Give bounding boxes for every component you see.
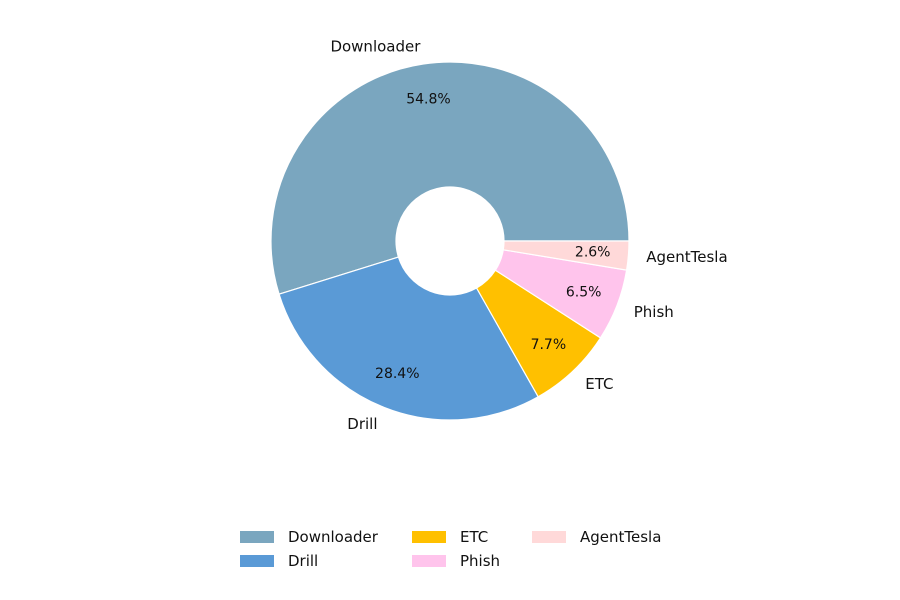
pie-slice-agenttesla <box>502 240 630 271</box>
category-label: Downloader <box>330 37 421 55</box>
legend-label: Drill <box>288 552 319 570</box>
legend: Downloader Drill ETC Phish AgentTesla <box>240 526 700 576</box>
category-labels: Downloader Drill ETC Phish AgentTesla <box>330 37 727 433</box>
legend-swatch <box>240 555 274 567</box>
pie-slices <box>270 61 630 421</box>
pie-slice-downloader <box>270 61 630 295</box>
legend-item-agenttesla: AgentTesla <box>532 526 661 548</box>
pct-label: 28.4% <box>375 366 419 382</box>
pct-label: 54.8% <box>406 91 450 107</box>
legend-swatch <box>240 531 274 543</box>
pct-label: 7.7% <box>531 337 567 353</box>
legend-swatch <box>412 531 446 543</box>
category-label: ETC <box>585 375 613 393</box>
legend-label: Downloader <box>288 528 378 546</box>
legend-item-phish: Phish <box>412 550 500 572</box>
legend-label: Phish <box>460 552 501 570</box>
legend-swatch <box>532 531 566 543</box>
category-label: AgentTesla <box>646 248 727 266</box>
category-label: Drill <box>347 415 377 433</box>
legend-item-drill: Drill <box>240 550 318 572</box>
pct-label: 6.5% <box>566 284 602 300</box>
percentage-labels: 54.8% 28.4% 7.7% 6.5% 2.6% <box>375 91 610 382</box>
legend-item-etc: ETC <box>412 526 488 548</box>
legend-label: ETC <box>460 528 489 546</box>
legend-label: AgentTesla <box>580 528 662 546</box>
pct-label: 2.6% <box>575 245 611 261</box>
category-label: Phish <box>634 303 674 321</box>
legend-swatch <box>412 555 446 567</box>
legend-item-downloader: Downloader <box>240 526 378 548</box>
pie-slice-drill <box>278 256 540 421</box>
